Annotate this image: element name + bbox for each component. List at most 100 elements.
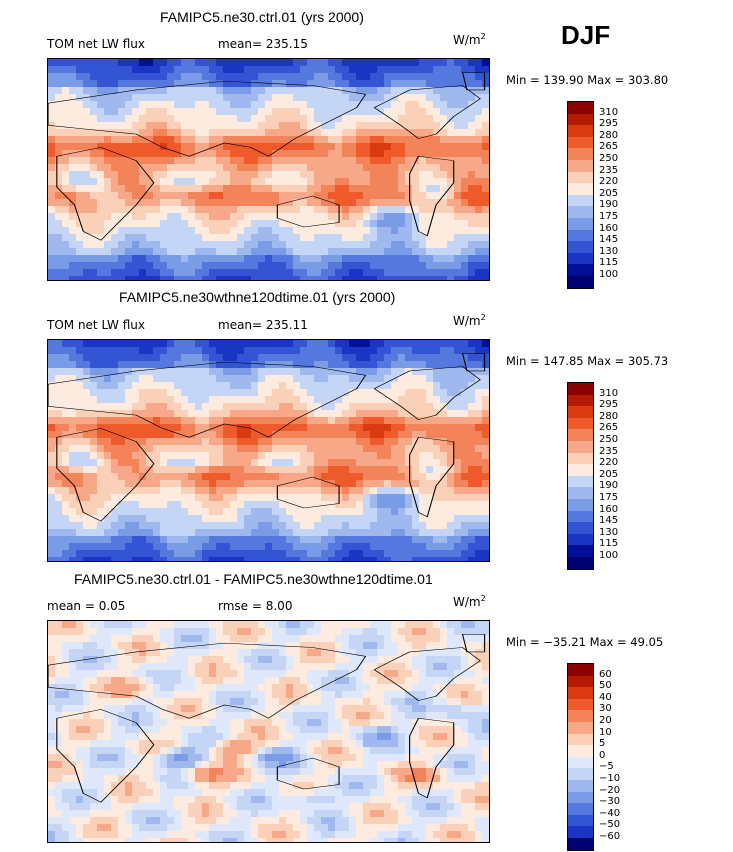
field-cell [279, 557, 287, 561]
field-cell [104, 389, 112, 397]
field-cell [62, 108, 70, 116]
field-cell [426, 628, 434, 636]
field-cell [391, 529, 399, 537]
field-cell [272, 536, 280, 544]
field-cell [160, 143, 168, 151]
field-cell [356, 87, 364, 95]
field-cell [160, 368, 168, 376]
field-cell [349, 354, 357, 362]
field-cell [405, 389, 413, 397]
field-cell [475, 361, 483, 369]
field-cell [62, 431, 70, 439]
field-cell [83, 220, 91, 228]
field-cell [153, 452, 161, 460]
field-cell [398, 515, 406, 523]
field-cell [412, 396, 420, 404]
field-cell [440, 213, 448, 221]
field-cell [251, 262, 259, 270]
field-cell [125, 87, 133, 95]
field-cell [251, 164, 259, 172]
field-cell [48, 269, 56, 277]
field-cell [76, 108, 84, 116]
field-cell [111, 129, 119, 137]
field-cell [349, 438, 357, 446]
field-cell [482, 157, 489, 165]
field-cell [76, 157, 84, 165]
coastlines [48, 352, 486, 522]
field-cell [237, 459, 245, 467]
field-cell [405, 494, 413, 502]
field-cell [293, 150, 301, 158]
field-cell [125, 508, 133, 516]
field-cell [146, 536, 154, 544]
field-cell [286, 87, 294, 95]
colorbar-label: 175 [599, 492, 619, 503]
field-cell [132, 712, 140, 720]
field-cell [188, 712, 196, 720]
field-cell [104, 206, 112, 214]
field-cell [342, 705, 350, 713]
field-cell [237, 122, 245, 130]
field-cell [419, 522, 427, 530]
field-cell [405, 66, 413, 74]
field-cell [223, 649, 231, 657]
field-cell [251, 143, 259, 151]
field-cell [293, 452, 301, 460]
field-cell [209, 529, 217, 537]
field-cell [188, 670, 196, 678]
field-cell [188, 143, 196, 151]
field-cell [363, 199, 371, 207]
field-cell [202, 262, 210, 270]
field-cell [251, 122, 259, 130]
field-cell [272, 677, 280, 685]
field-cell [398, 150, 406, 158]
field-cell [181, 396, 189, 404]
field-cell [405, 557, 413, 561]
colorbar-swatch [568, 241, 593, 253]
field-cell [83, 164, 91, 172]
field-cell [363, 487, 371, 495]
field-cell [321, 262, 329, 270]
field-cell [391, 108, 399, 116]
field-cell [342, 136, 350, 144]
colorbar-swatch [568, 113, 593, 126]
field-cell [62, 459, 70, 467]
field-cell [398, 340, 406, 348]
field-cell [335, 684, 343, 692]
field-cell [384, 94, 392, 102]
field-cell [370, 494, 378, 502]
field-cell [167, 164, 175, 172]
field-cell [146, 705, 154, 713]
field-cell [293, 642, 301, 650]
field-cell [48, 691, 56, 699]
field-cell [440, 438, 448, 446]
field-cell [342, 459, 350, 467]
field-cell [55, 480, 63, 488]
field-cell [48, 87, 56, 95]
field-cell [461, 171, 469, 179]
field-cell [146, 712, 154, 720]
field-cell [83, 59, 91, 67]
field-cell [398, 494, 406, 502]
field-cell [90, 171, 98, 179]
field-cell [125, 691, 133, 699]
field-cell [55, 375, 63, 383]
field-cell [188, 347, 196, 355]
field-cell [356, 663, 364, 671]
field-cell [300, 459, 308, 467]
field-cell [335, 698, 343, 706]
field-cell [461, 382, 469, 390]
field-cell [195, 417, 203, 425]
field-cell [398, 459, 406, 467]
field-cell [223, 361, 231, 369]
field-cell [209, 87, 217, 95]
field-cell [335, 417, 343, 425]
field-cell [237, 213, 245, 221]
field-cell [258, 115, 266, 123]
field-cell [244, 691, 252, 699]
field-cell [146, 129, 154, 137]
field-cell [335, 234, 343, 242]
field-cell [426, 417, 434, 425]
field-cell [335, 529, 343, 537]
field-cell [153, 382, 161, 390]
